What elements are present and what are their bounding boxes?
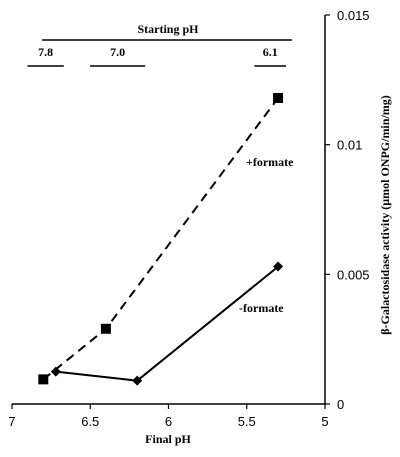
data-point-diamond [273, 261, 284, 272]
y-ticks: 0 0.005 0.01 0.015 [325, 8, 370, 412]
data-point-square [100, 323, 111, 334]
data-point-square [273, 92, 284, 103]
x-axis-title: Final pH [145, 432, 191, 446]
starting-ph-label: 7.8 [38, 45, 53, 59]
x-tick-label: 6.5 [81, 414, 99, 429]
series-label-minus-formate: -formate [239, 301, 284, 315]
data-point-square [38, 374, 49, 385]
series-layer [38, 92, 284, 386]
y-tick-label: 0.005 [337, 267, 370, 282]
top-groups: 7.8 7.0 6.1 [27, 45, 287, 67]
series-label-plus-formate: +formate [246, 155, 294, 169]
series-line-plus-formate [42, 97, 279, 381]
starting-ph-label: 7.0 [110, 45, 125, 59]
x-tick-label: 7 [8, 414, 15, 429]
x-tick-label: 5 [321, 414, 328, 429]
data-point-diamond [132, 375, 143, 386]
y-axis-title: β-Galactosidase activity (µmol ONPG/min/… [378, 95, 392, 335]
x-tick-label: 5.5 [238, 414, 256, 429]
y-tick-label: 0.015 [337, 8, 370, 23]
y-tick-label: 0.01 [337, 138, 362, 153]
x-ticks: 7 6.5 6 5.5 5 [8, 404, 329, 429]
starting-ph-label: 6.1 [263, 45, 278, 59]
series-line-minus-formate [55, 265, 279, 382]
top-axis-title: Starting pH [137, 22, 199, 36]
y-tick-label: 0 [337, 397, 344, 412]
data-point-diamond [50, 366, 61, 377]
x-tick-label: 6 [165, 414, 172, 429]
